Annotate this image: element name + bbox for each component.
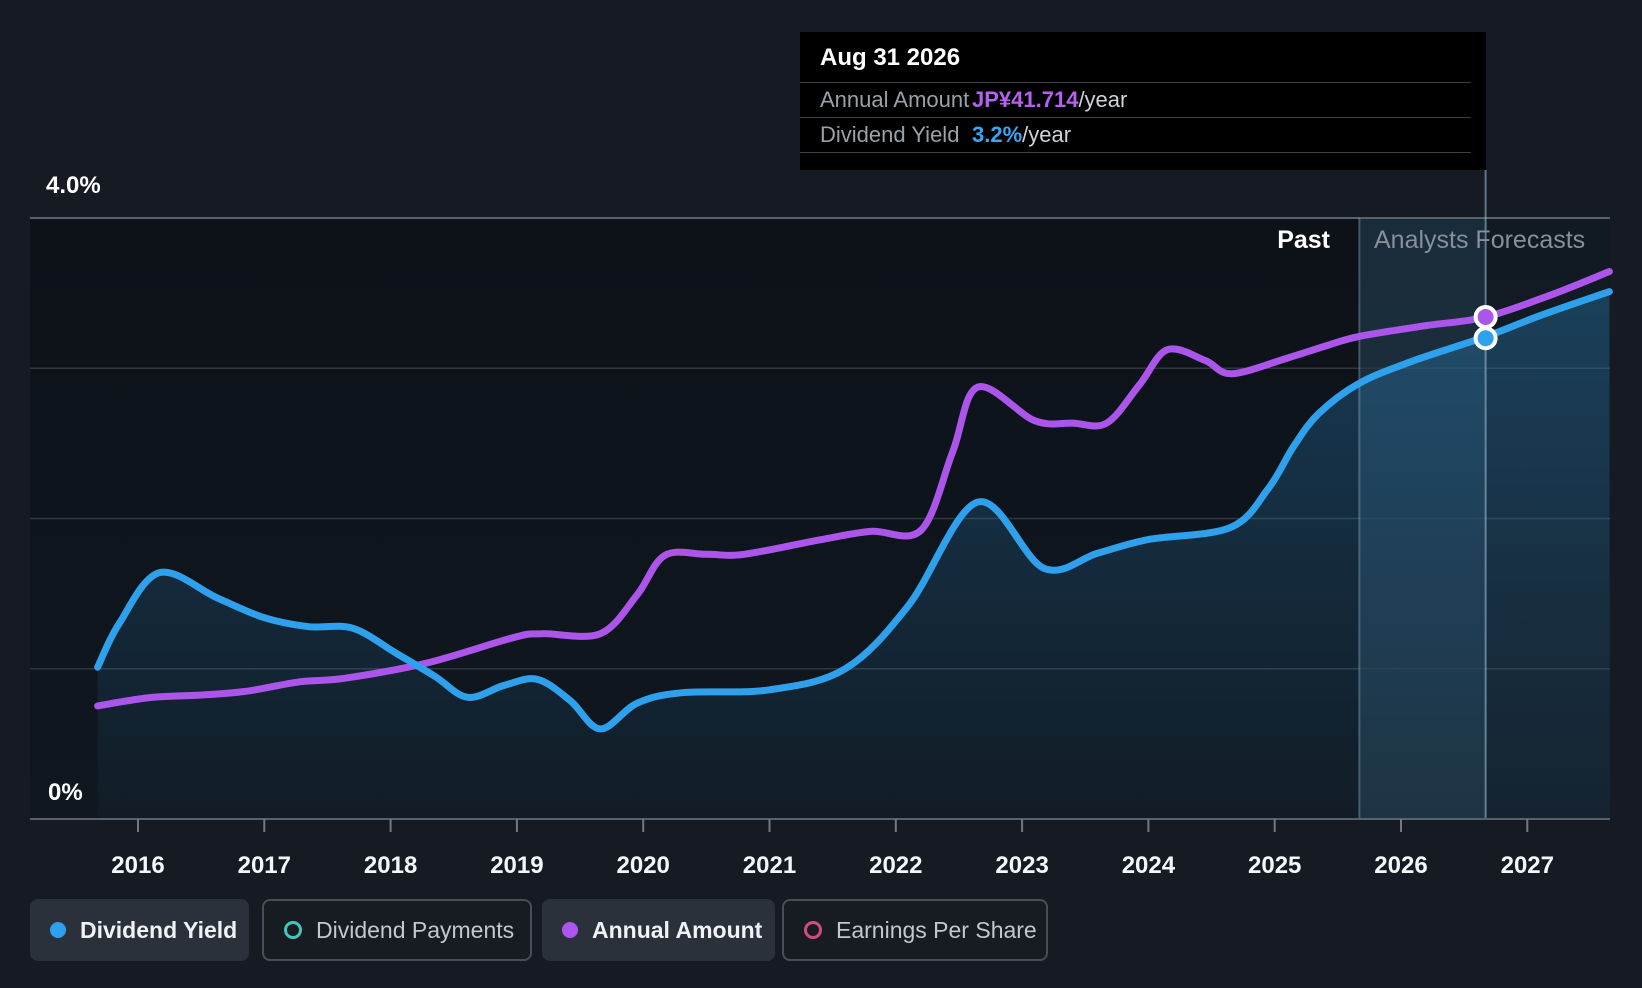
y-axis-label-bottom: 0%	[48, 779, 83, 806]
tooltip-row-annual-amount: Annual Amount JP¥41.714/year	[800, 82, 1471, 117]
legend-button-dividend-payments[interactable]: Dividend Payments	[262, 899, 532, 961]
tooltip-row-value: 3.2%	[972, 122, 1023, 147]
tooltip-row-label: Annual Amount	[820, 87, 970, 112]
tooltip-row-suffix: /year	[1078, 87, 1128, 112]
tooltip-row-dividend-yield: Dividend Yield 3.2%/year	[800, 117, 1471, 152]
y-axis-label-top: 4.0%	[46, 172, 101, 199]
year-label-2027: 2027	[1500, 852, 1554, 879]
legend-button-annual-amount[interactable]: Annual Amount	[542, 899, 775, 961]
tooltip-bottom-separator	[800, 152, 1471, 153]
year-label-2020: 2020	[616, 852, 670, 879]
legend-button-dividend-yield[interactable]: Dividend Yield	[30, 899, 249, 961]
year-label-2025: 2025	[1247, 852, 1302, 879]
dividend-yield-area-fill	[97, 291, 1611, 820]
year-label-2022: 2022	[869, 852, 923, 879]
year-label-2021: 2021	[742, 852, 797, 879]
analysts-forecasts-region-label: Analysts Forecasts	[1374, 226, 1586, 254]
tooltip-row-suffix: /year	[1022, 122, 1072, 147]
year-label-2023: 2023	[995, 852, 1049, 879]
year-label-2018: 2018	[363, 852, 418, 879]
annual-amount-hover-marker[interactable]	[1473, 305, 1498, 330]
dividend-yield-hover-marker[interactable]	[1473, 326, 1498, 351]
past-region-label: Past	[1277, 226, 1330, 254]
tooltip-date: Aug 31 2026	[820, 44, 961, 71]
tooltip-row-value: JP¥41.714	[972, 87, 1079, 112]
legend-dot-filled-icon	[562, 922, 578, 938]
legend-dot-outline-icon	[804, 921, 822, 939]
annual-amount-line[interactable]	[94, 268, 1613, 710]
legend-button-earnings-per-share[interactable]: Earnings Per Share	[782, 899, 1048, 961]
tooltip-row-label: Dividend Yield	[820, 122, 960, 147]
hover-tooltip: Aug 31 2026 Annual Amount JP¥41.714/year D…	[800, 32, 1486, 170]
year-label-2016: 2016	[111, 852, 165, 879]
legend-dot-outline-icon	[284, 921, 302, 939]
year-label-2019: 2019	[490, 852, 544, 879]
year-label-2026: 2026	[1374, 852, 1428, 879]
year-label-2017: 2017	[237, 852, 291, 879]
legend-label: Annual Amount	[592, 916, 763, 943]
legend-label: Dividend Yield	[80, 916, 238, 943]
tooltip-rows: Annual Amount JP¥41.714/year Dividend Yiel…	[800, 82, 1486, 153]
dividend-yield-line[interactable]	[94, 288, 1613, 733]
legend-label: Earnings Per Share	[836, 916, 1037, 943]
legend-label: Dividend Payments	[316, 916, 515, 943]
legend-dot-filled-icon	[50, 922, 66, 938]
year-label-2024: 2024	[1121, 852, 1176, 879]
